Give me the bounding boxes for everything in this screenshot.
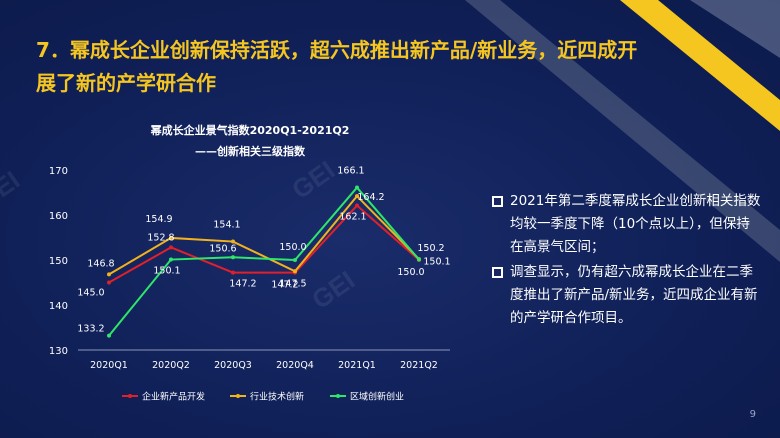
diagonal-stripe-yellow [620, 0, 780, 131]
y-tick-label: 170 [49, 166, 68, 177]
chart-data-labels: 145.0 152.8 147.2 147.2 162.1 150.0 146.8 154.9… [77, 166, 450, 335]
data-label: 154.1 [213, 220, 240, 231]
x-tick-label: 2020Q1 [90, 360, 128, 371]
chart-subtitle: ——创新相关三级指数 [195, 144, 306, 158]
data-label: 150.1 [423, 257, 450, 268]
bullet-list: 2021年第二季度幂成长企业创新相关指数均较一季度下降（10个点以上），但保持在… [492, 190, 762, 332]
data-point [107, 333, 111, 338]
data-label: 154.9 [145, 214, 172, 225]
diagonal-stripe-gray [465, 0, 780, 262]
x-tick-label: 2021Q2 [400, 360, 438, 371]
y-tick-label: 160 [49, 211, 68, 222]
x-tick-label: 2021Q1 [338, 360, 376, 371]
y-tick-label: 130 [49, 346, 68, 357]
chart-title: 幂成长企业景气指数2020Q1-2021Q2 [150, 123, 350, 137]
corner-stripe [690, 0, 780, 58]
legend-marker [128, 394, 132, 398]
data-label: 147.2 [229, 279, 256, 290]
chart-series-lines [107, 185, 421, 338]
data-label: 166.1 [337, 166, 364, 177]
data-point [107, 272, 111, 277]
x-tick-label: 2020Q2 [152, 360, 190, 371]
series-line [108, 204, 420, 284]
line-chart: 幂成长企业景气指数2020Q1-2021Q2 ——创新相关三级指数 130 140… [49, 123, 451, 403]
legend-label: 区域创新创业 [350, 391, 404, 403]
page-number: 9 [749, 409, 756, 420]
legend-label: 行业技术创新 [250, 391, 304, 403]
data-point [293, 269, 297, 274]
data-label: 147.5 [279, 278, 306, 289]
data-label: 150.0 [279, 242, 306, 253]
data-point [231, 270, 235, 275]
legend-marker [336, 394, 340, 398]
data-point [355, 185, 359, 190]
bullet-text: 调查显示，仍有超六成幂成长企业在二季度推出了新产品/新业务，近四成企业有新的产学… [510, 264, 758, 326]
data-label: 150.2 [417, 243, 444, 254]
data-point [293, 258, 297, 262]
square-bullet-icon [492, 267, 503, 278]
data-point [169, 235, 173, 240]
data-label: 146.8 [87, 258, 114, 269]
data-label: 150.1 [153, 266, 180, 277]
data-point [231, 255, 235, 260]
data-label: 150.0 [397, 267, 424, 278]
data-point [355, 203, 359, 208]
series-line [108, 194, 420, 276]
legend-label: 企业新产品开发 [142, 391, 205, 403]
y-tick-label: 140 [49, 301, 68, 312]
x-tick-label: 2020Q4 [276, 360, 314, 371]
data-label: 152.8 [147, 232, 174, 243]
x-tick-label: 2020Q3 [214, 360, 252, 371]
series-line [108, 186, 420, 337]
bullet-item: 2021年第二季度幂成长企业创新相关指数均较一季度下降（10个点以上），但保持在… [492, 190, 762, 259]
square-bullet-icon [492, 196, 503, 207]
data-label: 162.1 [339, 212, 366, 223]
chart-axes: 130 140 150 160 170 2020Q1 2020Q2 2020Q3 2020Q4 2… [49, 166, 450, 371]
data-point [231, 239, 235, 244]
data-point [417, 257, 421, 262]
data-point [169, 245, 173, 250]
slide-title: 7．幂成长企业创新保持活跃，超六成推出新产品/新业务，近四成开展了新的产学研合作 [36, 38, 638, 95]
svg-text:GEI: GEI [0, 165, 25, 215]
data-label: 150.6 [209, 243, 236, 254]
data-point [107, 280, 111, 285]
data-label: 164.2 [357, 192, 384, 203]
data-label: 145.0 [77, 288, 104, 299]
legend-marker [236, 394, 240, 398]
bullet-item: 调查显示，仍有超六成幂成长企业在二季度推出了新产品/新业务，近四成企业有新的产学… [492, 261, 762, 330]
data-point [169, 257, 173, 262]
chart-legend: 企业新产品开发 行业技术创新 区域创新创业 [122, 391, 404, 403]
bullet-text: 2021年第二季度幂成长企业创新相关指数均较一季度下降（10个点以上），但保持在… [510, 193, 761, 255]
data-label: 147.2 [271, 280, 298, 291]
data-label: 133.2 [77, 324, 104, 335]
y-tick-label: 150 [49, 256, 68, 267]
data-point [355, 194, 359, 199]
